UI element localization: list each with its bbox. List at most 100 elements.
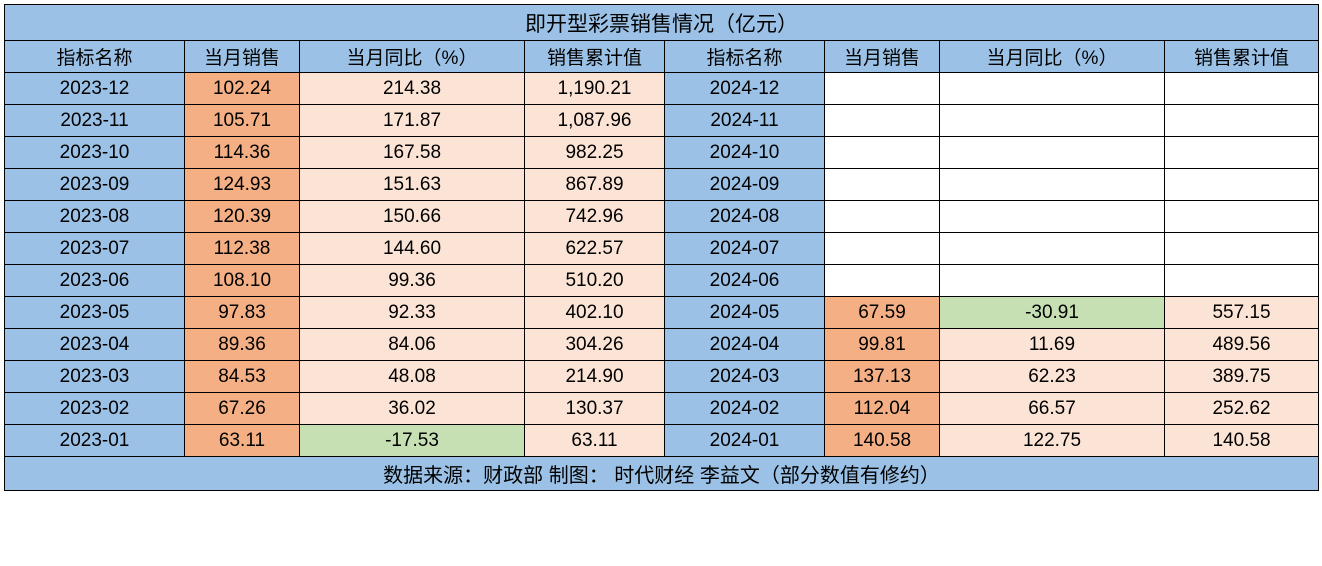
column-header-1: 当月销售 [185,41,300,73]
yoy-cell: -30.91 [940,297,1165,329]
column-header-6: 当月同比（%） [940,41,1165,73]
yoy-cell: 150.66 [300,201,525,233]
column-header-7: 销售累计值 [1165,41,1319,73]
cumulative-cell: 402.10 [525,297,665,329]
period-cell: 2023-02 [5,393,185,425]
cumulative-cell: 982.25 [525,137,665,169]
cumulative-cell: 1,190.21 [525,73,665,105]
sales-cell: 102.24 [185,73,300,105]
cumulative-cell [1165,169,1319,201]
column-header-2: 当月同比（%） [300,41,525,73]
period-cell: 2023-09 [5,169,185,201]
cumulative-cell [1165,233,1319,265]
period-cell: 2024-03 [665,361,825,393]
yoy-cell: 84.06 [300,329,525,361]
yoy-cell: 99.36 [300,265,525,297]
cumulative-cell [1165,201,1319,233]
column-header-4: 指标名称 [665,41,825,73]
yoy-cell [940,169,1165,201]
sales-cell [825,105,940,137]
sales-cell: 140.58 [825,425,940,457]
cumulative-cell [1165,265,1319,297]
sales-cell [825,73,940,105]
yoy-cell: 36.02 [300,393,525,425]
lottery-sales-table: 即开型彩票销售情况（亿元）指标名称当月销售当月同比（%）销售累计值指标名称当月销… [4,4,1319,491]
cumulative-cell: 867.89 [525,169,665,201]
sales-cell: 84.53 [185,361,300,393]
sales-cell: 108.10 [185,265,300,297]
sales-cell: 112.38 [185,233,300,265]
yoy-cell [940,73,1165,105]
period-cell: 2024-12 [665,73,825,105]
period-cell: 2023-04 [5,329,185,361]
column-header-5: 当月销售 [825,41,940,73]
yoy-cell: -17.53 [300,425,525,457]
period-cell: 2023-08 [5,201,185,233]
sales-cell: 63.11 [185,425,300,457]
period-cell: 2023-06 [5,265,185,297]
cumulative-cell: 214.90 [525,361,665,393]
cumulative-cell: 252.62 [1165,393,1319,425]
yoy-cell: 144.60 [300,233,525,265]
cumulative-cell: 140.58 [1165,425,1319,457]
sales-cell: 97.83 [185,297,300,329]
cumulative-cell: 130.37 [525,393,665,425]
yoy-cell: 11.69 [940,329,1165,361]
yoy-cell: 167.58 [300,137,525,169]
sales-cell: 120.39 [185,201,300,233]
cumulative-cell: 63.11 [525,425,665,457]
table-footer: 数据来源：财政部 制图： 时代财经 李益文（部分数值有修约） [5,457,1319,491]
cumulative-cell: 304.26 [525,329,665,361]
sales-cell: 99.81 [825,329,940,361]
sales-cell: 112.04 [825,393,940,425]
yoy-cell: 214.38 [300,73,525,105]
sales-cell: 137.13 [825,361,940,393]
cumulative-cell: 1,087.96 [525,105,665,137]
yoy-cell [940,137,1165,169]
yoy-cell: 122.75 [940,425,1165,457]
cumulative-cell: 510.20 [525,265,665,297]
yoy-cell [940,105,1165,137]
period-cell: 2024-02 [665,393,825,425]
sales-cell: 124.93 [185,169,300,201]
period-cell: 2023-10 [5,137,185,169]
cumulative-cell: 557.15 [1165,297,1319,329]
table-title: 即开型彩票销售情况（亿元） [5,5,1319,41]
period-cell: 2024-01 [665,425,825,457]
cumulative-cell: 389.75 [1165,361,1319,393]
sales-cell [825,201,940,233]
period-cell: 2024-09 [665,169,825,201]
cumulative-cell: 622.57 [525,233,665,265]
yoy-cell: 92.33 [300,297,525,329]
sales-cell [825,137,940,169]
sales-cell: 105.71 [185,105,300,137]
cumulative-cell [1165,105,1319,137]
period-cell: 2024-11 [665,105,825,137]
yoy-cell: 171.87 [300,105,525,137]
yoy-cell: 62.23 [940,361,1165,393]
sales-cell [825,265,940,297]
column-header-3: 销售累计值 [525,41,665,73]
period-cell: 2023-01 [5,425,185,457]
sales-cell: 89.36 [185,329,300,361]
cumulative-cell [1165,73,1319,105]
period-cell: 2024-08 [665,201,825,233]
cumulative-cell: 489.56 [1165,329,1319,361]
sales-cell: 67.59 [825,297,940,329]
period-cell: 2024-05 [665,297,825,329]
sales-cell: 114.36 [185,137,300,169]
sales-cell [825,233,940,265]
period-cell: 2024-04 [665,329,825,361]
period-cell: 2023-03 [5,361,185,393]
period-cell: 2024-10 [665,137,825,169]
sales-cell [825,169,940,201]
period-cell: 2023-11 [5,105,185,137]
period-cell: 2024-06 [665,265,825,297]
yoy-cell: 151.63 [300,169,525,201]
yoy-cell: 66.57 [940,393,1165,425]
period-cell: 2023-05 [5,297,185,329]
period-cell: 2024-07 [665,233,825,265]
period-cell: 2023-12 [5,73,185,105]
yoy-cell [940,201,1165,233]
cumulative-cell: 742.96 [525,201,665,233]
